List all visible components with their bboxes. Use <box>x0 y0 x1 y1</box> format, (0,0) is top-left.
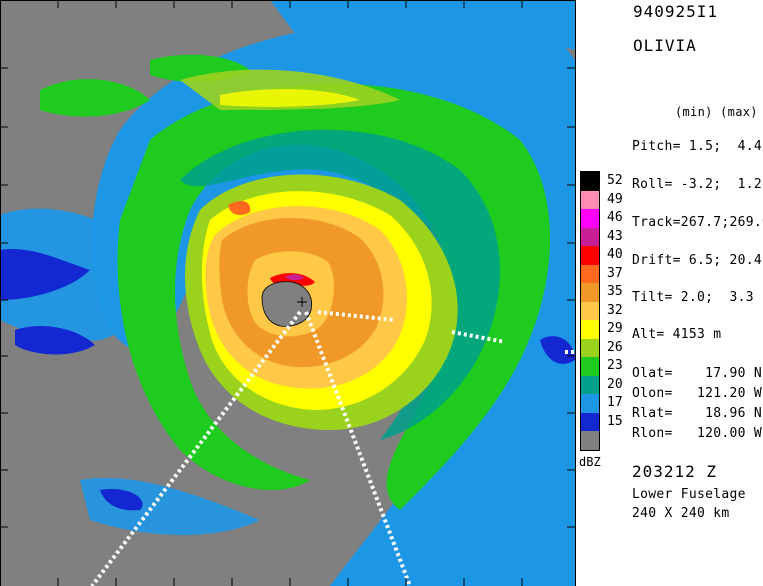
legend-level-label: 52 <box>607 173 623 188</box>
param-value: 1.5; 4.4 <box>688 139 763 154</box>
teal-band <box>180 129 500 440</box>
legend-level-label: 35 <box>607 284 623 299</box>
coord-value: 120.00 W <box>697 426 763 441</box>
plot-border <box>0 0 576 586</box>
coord-olon: Olon= 121.20 W <box>632 386 762 401</box>
coord-value: 17.90 N <box>705 366 763 381</box>
legend-level-label: 29 <box>607 321 623 336</box>
domain-size: 240 X 240 km <box>632 506 730 521</box>
coord-value: 121.20 W <box>697 386 763 401</box>
color-legend <box>580 171 600 451</box>
storm-eye <box>261 281 313 327</box>
legend-swatch <box>580 412 600 431</box>
legend-swatch <box>580 394 600 413</box>
param-tilt: Tilt= 2.0; 3.3 <box>632 290 754 305</box>
legend-swatch <box>580 227 600 246</box>
legend-level-label: 15 <box>607 413 623 429</box>
legend-level-label: 37 <box>607 265 623 281</box>
radar-name: Lower Fuselage <box>632 487 746 502</box>
param-value: 2.0; 3.3 <box>680 290 754 305</box>
param-pitch: Pitch= 1.5; 4.4 <box>632 139 762 154</box>
legend-level-label: 46 <box>607 210 623 225</box>
param-alt: Alt= 4153 m <box>632 327 721 342</box>
coord-label: Rlon= <box>632 426 673 441</box>
coord-rlon: Rlon= 120.00 W <box>632 426 762 441</box>
coord-value: 18.96 N <box>705 406 763 421</box>
legend-swatch <box>580 375 600 394</box>
coord-olat: Olat= 17.90 N <box>632 366 762 381</box>
param-value: -3.2; 1.2 <box>680 177 763 192</box>
param-drift: Drift= 6.5; 20.4 <box>632 253 762 268</box>
coord-label: Rlat= <box>632 406 673 421</box>
param-value: 6.5; 20.4 <box>688 253 763 268</box>
legend-swatch <box>580 190 600 209</box>
legend-level-label: 17 <box>607 395 623 410</box>
param-label: Pitch= <box>632 139 681 154</box>
legend-swatch <box>580 209 600 228</box>
minmax-label: (min) (max) <box>675 105 758 119</box>
param-value: 267.7;269.0 <box>680 215 763 230</box>
legend-swatch <box>580 338 600 357</box>
legend-level-label: 49 <box>607 191 623 207</box>
legend-swatch <box>580 246 600 265</box>
coord-label: Olat= <box>632 366 673 381</box>
legend-swatch <box>580 357 600 376</box>
legend-level-label: 32 <box>607 302 623 318</box>
legend-swatch <box>580 301 600 320</box>
radar-reflectivity-plot <box>0 0 576 586</box>
legend-swatch <box>580 171 600 191</box>
param-label: Track= <box>632 215 681 230</box>
coord-rlat: Rlat= 18.96 N <box>632 406 762 421</box>
legend-level-label: 23 <box>607 358 623 373</box>
flight-id: 940925I1 <box>633 2 719 21</box>
legend-swatch <box>580 264 600 283</box>
flight-track <box>90 310 575 586</box>
axis-ticks <box>0 0 575 586</box>
blue-speckles <box>0 249 575 511</box>
param-value: 4153 m <box>672 327 722 342</box>
legend-level-label: 26 <box>607 339 623 355</box>
legend-level-label: 40 <box>607 247 623 262</box>
legend-unit: dBZ <box>579 455 601 469</box>
legend-swatch <box>580 431 600 451</box>
scan-time: 203212 Z <box>632 462 718 481</box>
param-roll: Roll= -3.2; 1.2 <box>632 177 762 192</box>
legend-swatch <box>580 283 600 302</box>
param-track: Track=267.7;269.0 <box>632 215 763 230</box>
param-label: Tilt= <box>632 290 673 305</box>
storm-name: OLIVIA <box>633 36 697 55</box>
legend-swatch <box>580 320 600 339</box>
param-label: Roll= <box>632 177 673 192</box>
param-label: Alt= <box>632 327 665 342</box>
legend-level-label: 43 <box>607 228 623 244</box>
param-label: Drift= <box>632 253 681 268</box>
coord-label: Olon= <box>632 386 673 401</box>
legend-level-label: 20 <box>607 376 623 392</box>
center-marker <box>297 297 307 307</box>
